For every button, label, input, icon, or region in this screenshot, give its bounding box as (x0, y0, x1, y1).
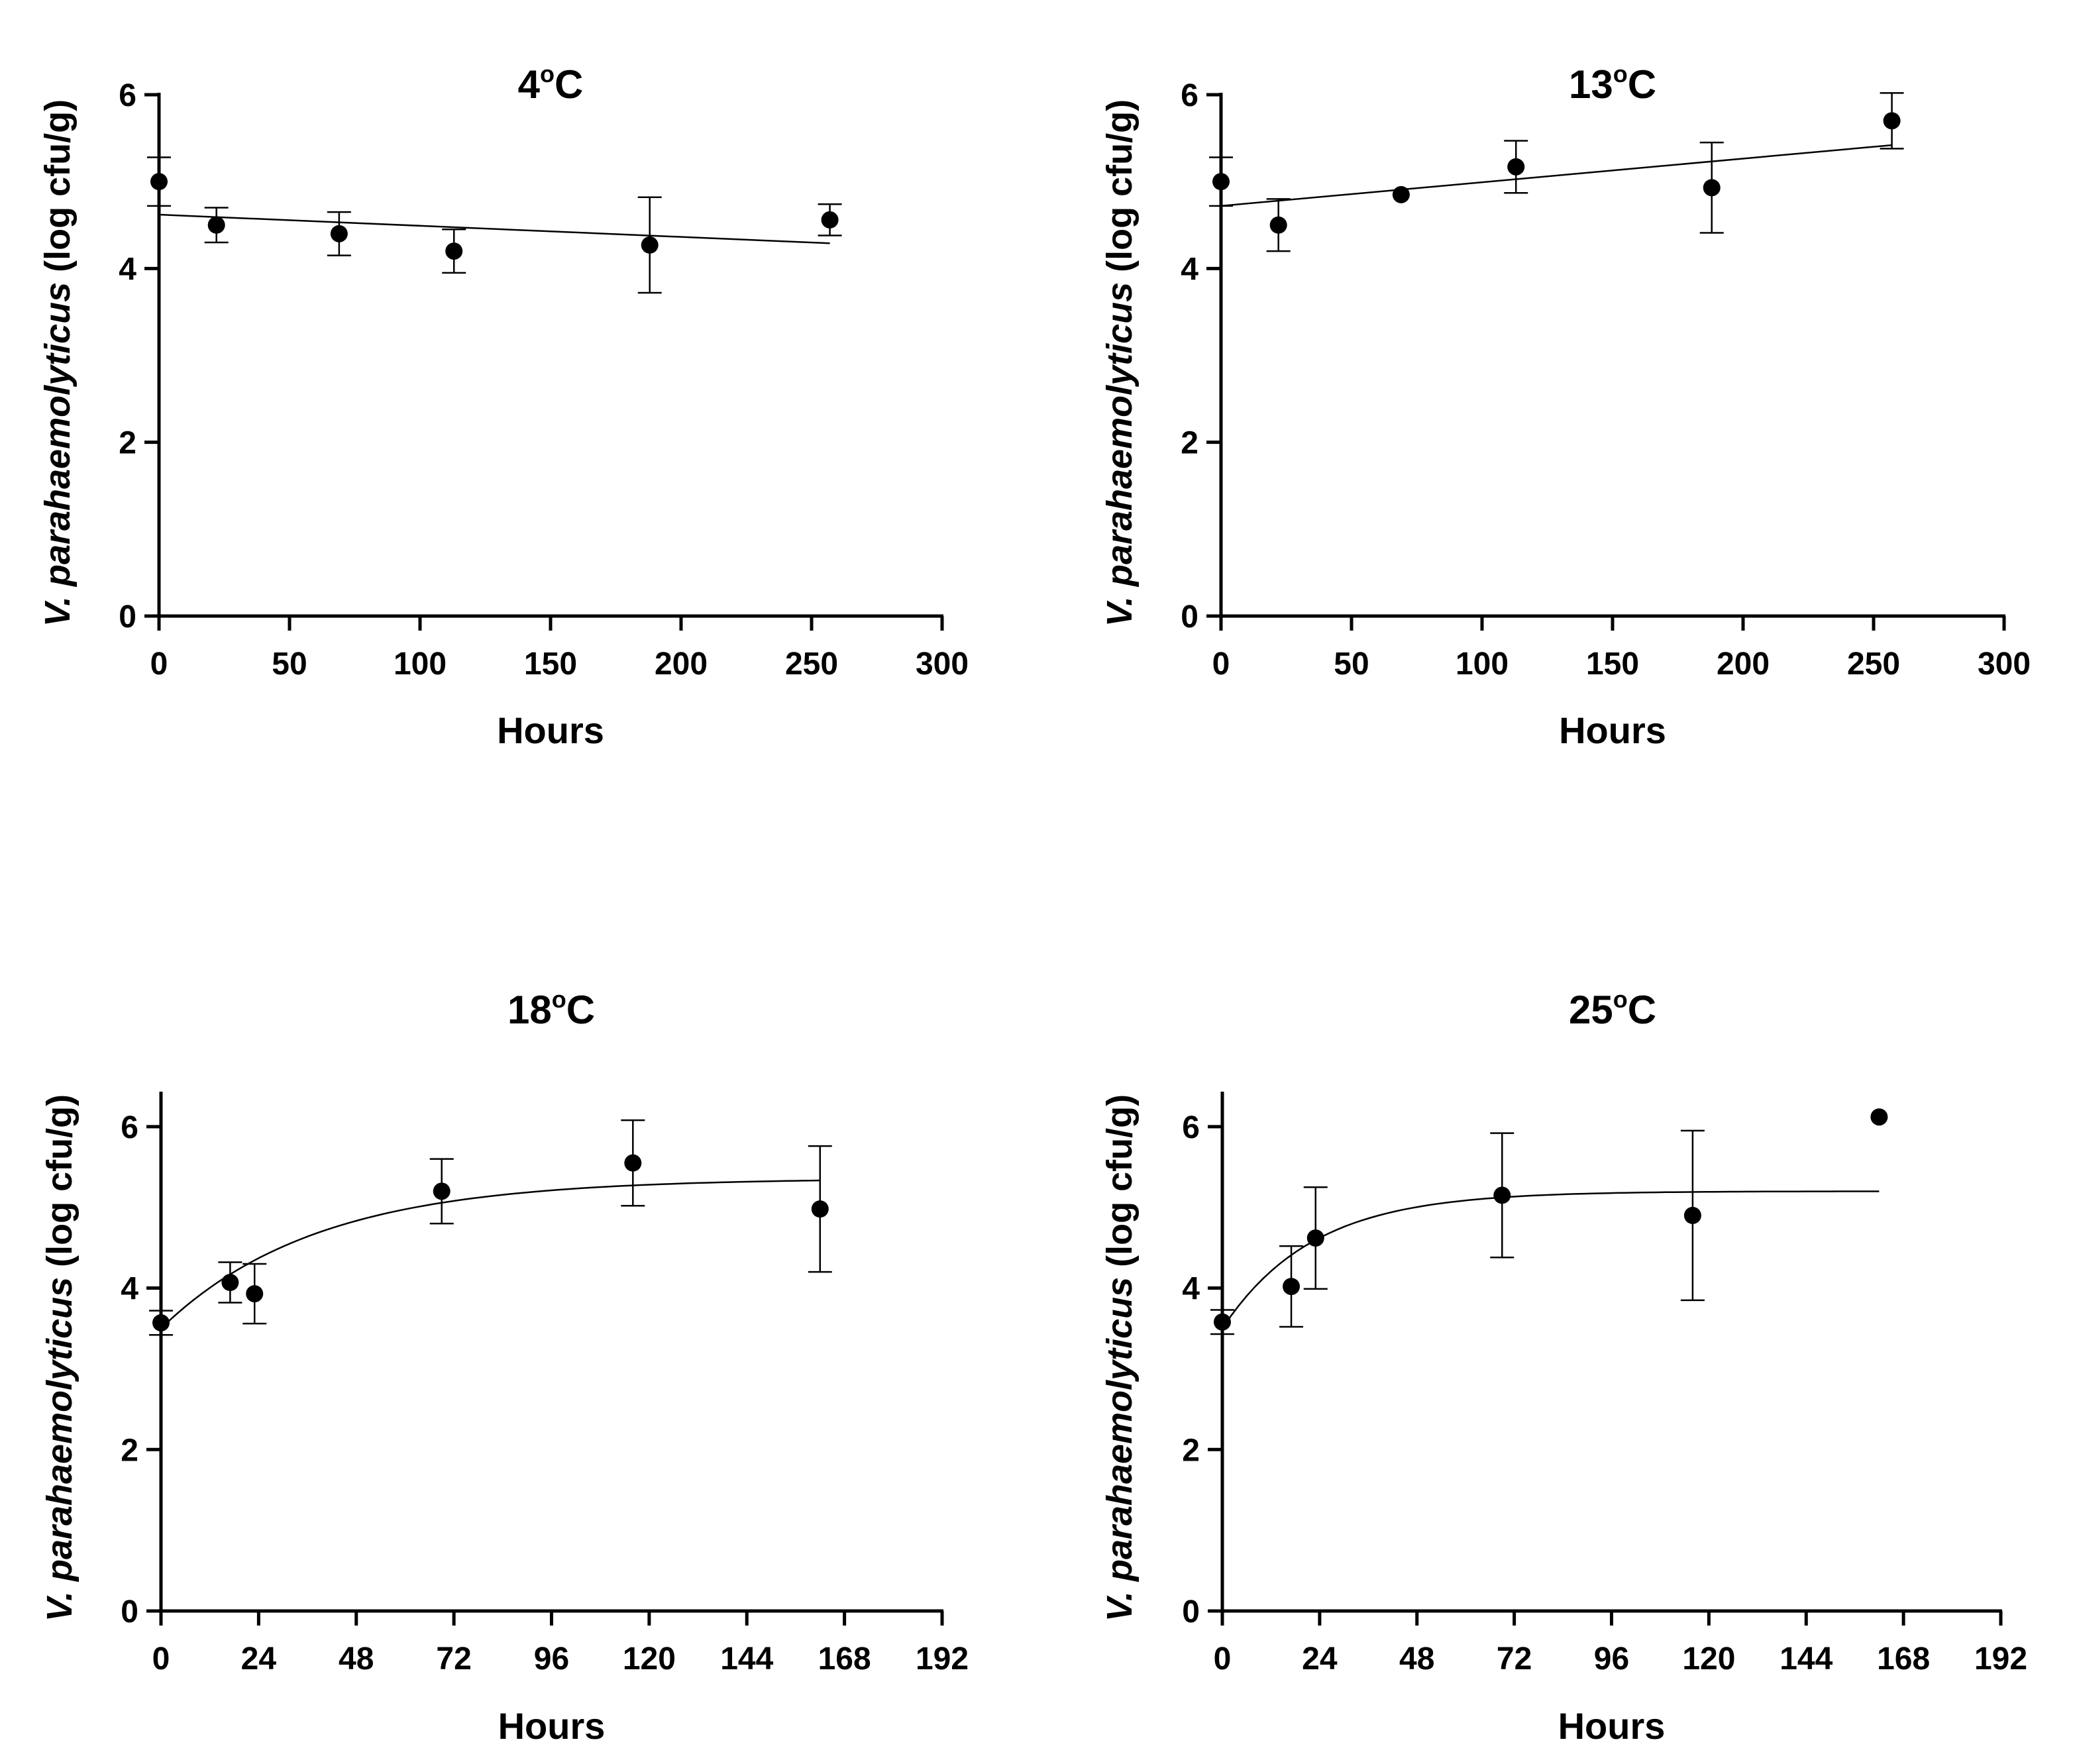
chart-panel-0: 0 2 4 6 0 50 100 150 200 250 300 4oC Hours V. parahae… (38, 60, 969, 751)
x-tick-label: 100 (394, 647, 447, 682)
data-point (246, 1285, 264, 1303)
x-tick-label: 300 (1978, 647, 2031, 682)
data-point (1507, 158, 1525, 176)
x-tick-label: 50 (1334, 647, 1369, 682)
x-tick-label: 48 (1399, 1641, 1434, 1677)
x-tick-label: 144 (720, 1641, 773, 1677)
x-axis-label: Hours (1558, 1705, 1666, 1747)
y-axis-label: V. parahaemolyticus (log cfu/g) (1100, 99, 1140, 627)
data-point (1683, 1206, 1701, 1224)
y-tick-label: 2 (1182, 1433, 1200, 1468)
data-point (1493, 1186, 1511, 1204)
y-tick-label: 0 (1182, 1594, 1200, 1630)
x-tick-label: 120 (623, 1641, 676, 1677)
y-tick-label: 6 (1181, 78, 1198, 113)
x-tick-label: 96 (534, 1641, 569, 1677)
x-tick-label: 96 (1594, 1641, 1629, 1677)
x-tick-label: 250 (785, 647, 838, 682)
x-tick-label: 120 (1682, 1641, 1735, 1677)
x-tick-label: 200 (1717, 647, 1770, 682)
x-tick-label: 24 (1302, 1641, 1338, 1677)
data-point (1883, 112, 1901, 130)
y-tick-label: 4 (119, 252, 136, 287)
chart-panel-1: 0 2 4 6 0 50 100 150 200 250 300 13oC Hours V. paraha… (1100, 60, 2031, 751)
data-point (821, 211, 839, 229)
y-tick-label: 4 (121, 1272, 138, 1307)
x-tick-label: 0 (1212, 647, 1230, 682)
y-tick-label: 2 (121, 1433, 138, 1468)
data-point (624, 1154, 642, 1172)
data-point (221, 1274, 239, 1292)
x-tick-label: 144 (1780, 1641, 1833, 1677)
x-axis-label: Hours (497, 709, 604, 751)
data-point (152, 1314, 170, 1331)
x-tick-label: 150 (524, 647, 577, 682)
x-tick-label: 168 (1877, 1641, 1930, 1677)
y-tick-label: 0 (119, 599, 136, 635)
data-point (207, 216, 225, 234)
x-tick-label: 100 (1456, 647, 1509, 682)
data-point (1212, 173, 1230, 191)
x-tick-label: 72 (1497, 1641, 1532, 1677)
chart-title: 18oC (507, 986, 595, 1032)
fit-curve (1221, 1190, 1880, 1329)
x-tick-label: 50 (272, 647, 307, 682)
x-tick-label: 192 (916, 1641, 969, 1677)
x-tick-label: 200 (655, 647, 708, 682)
x-tick-label: 300 (916, 647, 969, 682)
data-point (1870, 1108, 1888, 1126)
data-point (1269, 216, 1287, 234)
y-tick-label: 2 (119, 426, 136, 461)
x-tick-label: 24 (241, 1641, 277, 1677)
y-axis-label: V. parahaemolyticus (log cfu/g) (1100, 1094, 1140, 1622)
x-tick-label: 168 (818, 1641, 871, 1677)
x-tick-label: 250 (1847, 647, 1900, 682)
y-tick-label: 0 (1181, 599, 1198, 635)
x-tick-label: 72 (436, 1641, 471, 1677)
x-axis-label: Hours (1559, 709, 1666, 751)
data-point (1306, 1229, 1324, 1247)
data-point (1283, 1278, 1301, 1296)
fit-line (158, 213, 830, 244)
data-point (1392, 185, 1410, 203)
y-tick-label: 2 (1181, 426, 1198, 461)
data-point (641, 236, 659, 254)
chart-title: 4oC (518, 60, 584, 107)
x-tick-label: 0 (150, 647, 168, 682)
data-point (1214, 1313, 1231, 1331)
data-point (1703, 179, 1721, 197)
y-tick-label: 0 (121, 1594, 138, 1630)
y-tick-label: 4 (1181, 252, 1198, 287)
y-tick-label: 6 (121, 1110, 138, 1145)
data-point (445, 242, 463, 260)
fit-line (1220, 144, 1892, 207)
y-tick-label: 4 (1182, 1272, 1200, 1307)
x-tick-label: 192 (1974, 1641, 2027, 1677)
chart-title: 13oC (1569, 60, 1656, 107)
y-axis-label: V. parahaemolyticus (log cfu/g) (40, 1094, 80, 1622)
x-tick-label: 0 (152, 1641, 170, 1677)
y-tick-label: 6 (1182, 1110, 1200, 1145)
y-tick-label: 6 (119, 78, 136, 113)
chart-title: 25oC (1569, 986, 1656, 1032)
x-tick-label: 150 (1586, 647, 1639, 682)
data-point (433, 1182, 451, 1200)
data-point (330, 225, 348, 242)
x-tick-label: 48 (339, 1641, 374, 1677)
data-point (811, 1200, 829, 1218)
x-axis-label: Hours (498, 1705, 606, 1747)
x-tick-label: 0 (1214, 1641, 1232, 1677)
data-point (150, 173, 168, 191)
y-axis-label: V. parahaemolyticus (log cfu/g) (38, 99, 78, 627)
fit-curve (160, 1179, 820, 1329)
